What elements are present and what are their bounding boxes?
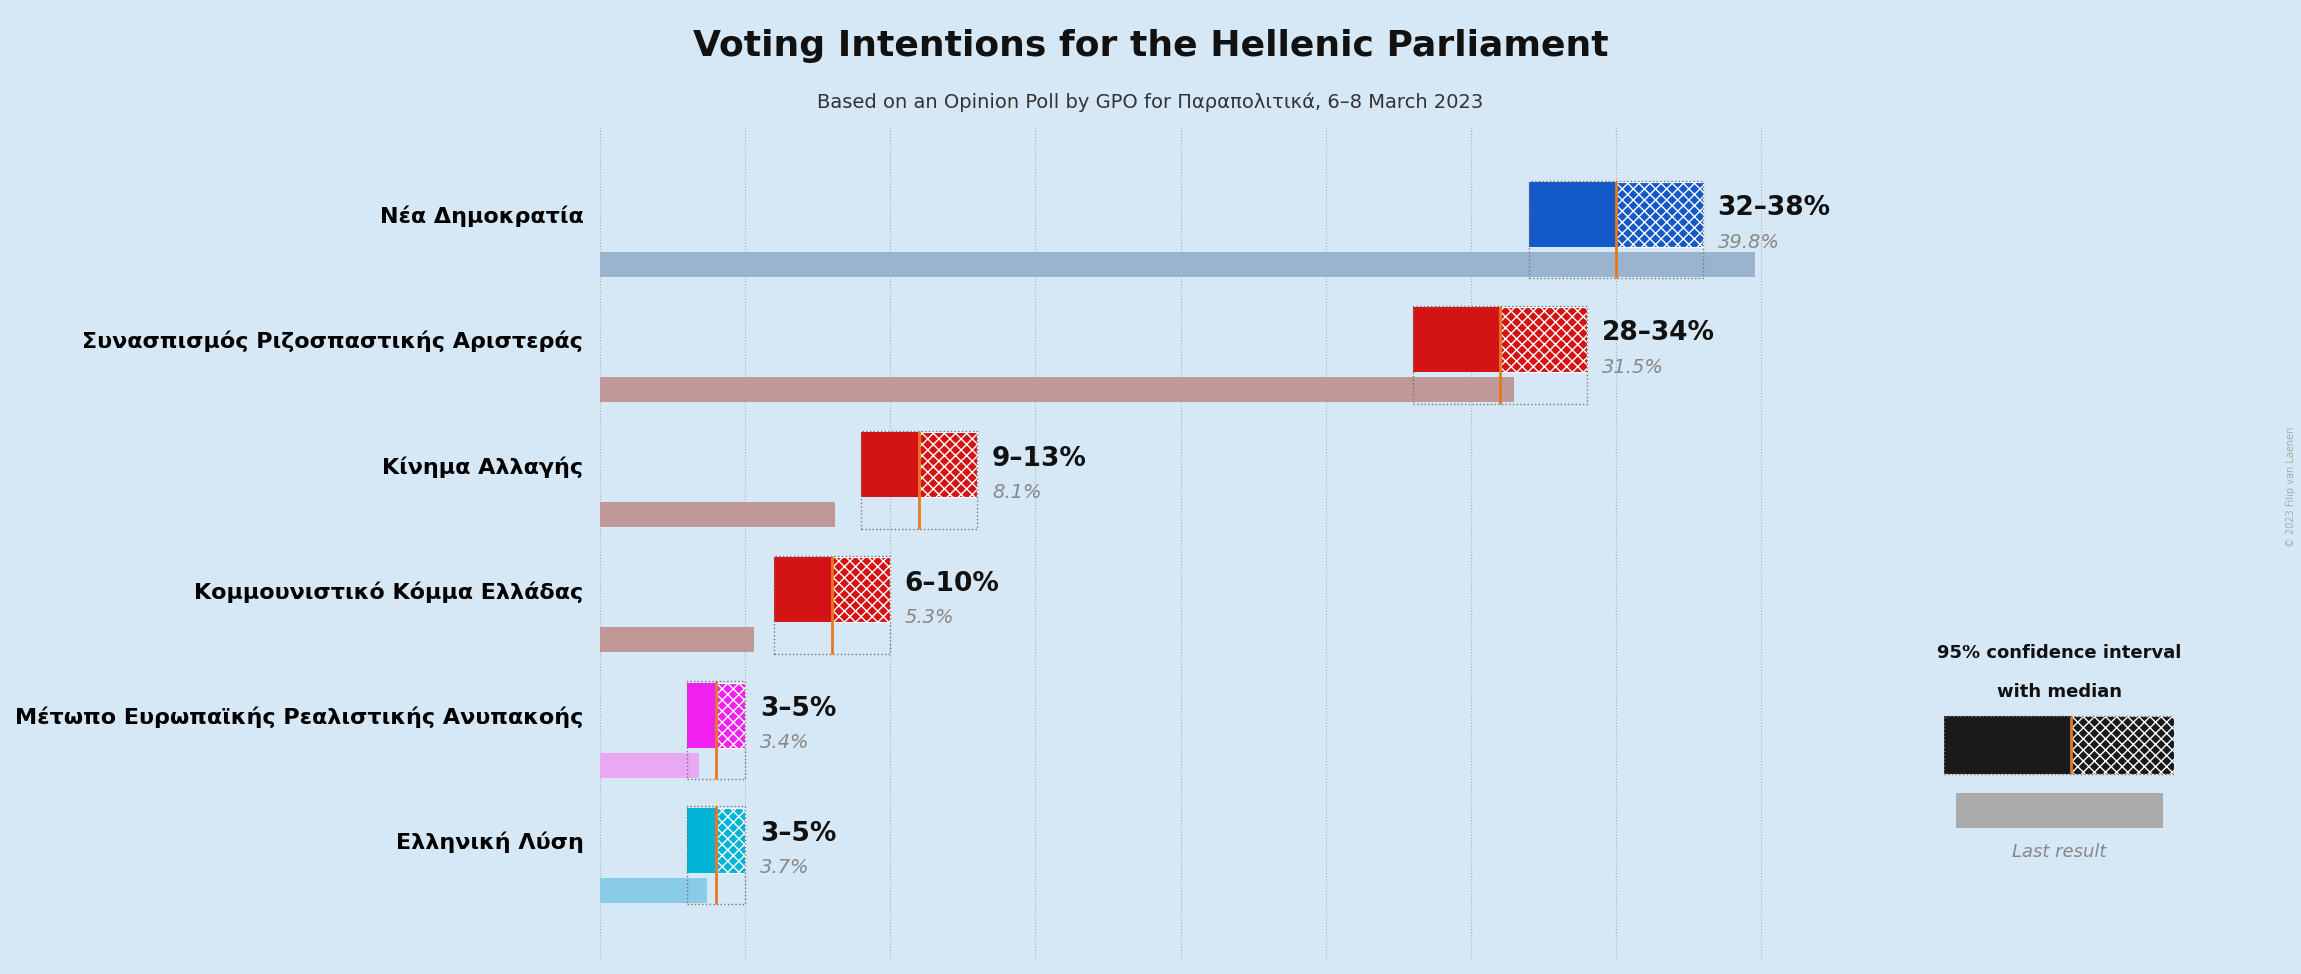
Bar: [716, 807, 746, 873]
Bar: [688, 681, 746, 779]
Bar: [920, 432, 978, 498]
Text: 3–5%: 3–5%: [759, 821, 835, 846]
Bar: [1413, 306, 1588, 403]
Text: © 2023 Filip van Laenen: © 2023 Filip van Laenen: [2287, 427, 2296, 547]
Text: Last result: Last result: [2011, 843, 2108, 860]
Bar: [1528, 182, 1615, 247]
Bar: [1956, 793, 2163, 828]
Text: 8.1%: 8.1%: [992, 483, 1042, 502]
Bar: [2071, 716, 2174, 774]
Bar: [601, 753, 700, 777]
Text: 28–34%: 28–34%: [1601, 320, 1714, 347]
Bar: [1500, 307, 1588, 372]
Bar: [1944, 716, 2174, 774]
Bar: [861, 431, 978, 529]
Bar: [833, 557, 890, 622]
Bar: [861, 432, 920, 498]
Bar: [601, 503, 835, 527]
Bar: [601, 252, 1756, 278]
Bar: [1413, 307, 1500, 372]
Bar: [688, 806, 746, 904]
Bar: [688, 683, 716, 748]
Bar: [773, 556, 890, 654]
Text: 95% confidence interval: 95% confidence interval: [1937, 645, 2181, 662]
Text: with median: with median: [1997, 684, 2122, 701]
Text: 5.3%: 5.3%: [904, 608, 955, 627]
Text: 31.5%: 31.5%: [1601, 357, 1664, 377]
Text: 3–5%: 3–5%: [759, 695, 835, 722]
Bar: [773, 557, 833, 622]
Bar: [1528, 181, 1703, 279]
Text: 3.4%: 3.4%: [759, 733, 810, 752]
Bar: [1944, 716, 2071, 774]
Text: Based on an Opinion Poll by GPO for Παραπολιτικά, 6–8 March 2023: Based on an Opinion Poll by GPO for Παρα…: [817, 93, 1484, 112]
Bar: [1615, 182, 1703, 247]
Bar: [716, 683, 746, 748]
Text: 32–38%: 32–38%: [1717, 196, 1832, 221]
Text: 39.8%: 39.8%: [1717, 233, 1779, 251]
Bar: [601, 627, 755, 653]
Bar: [688, 807, 716, 873]
Text: 3.7%: 3.7%: [759, 858, 810, 878]
Text: 9–13%: 9–13%: [992, 445, 1086, 471]
Bar: [601, 878, 706, 903]
Text: 6–10%: 6–10%: [904, 571, 999, 597]
Text: Voting Intentions for the Hellenic Parliament: Voting Intentions for the Hellenic Parli…: [693, 29, 1608, 63]
Bar: [601, 377, 1514, 402]
